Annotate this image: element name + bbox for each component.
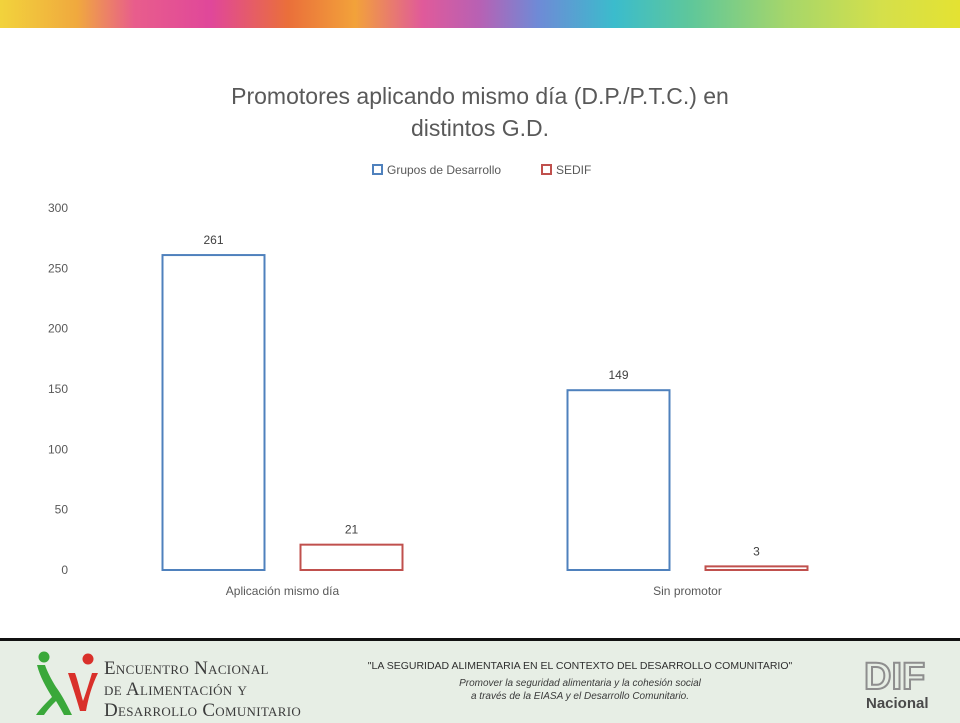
y-tick-label: 100	[48, 442, 68, 456]
y-tick-label: 0	[61, 563, 68, 577]
legend-label-1: Grupos de Desarrollo	[387, 163, 501, 177]
legend-swatch-2	[541, 164, 552, 175]
data-label: 261	[203, 233, 223, 247]
bar-1-2	[566, 389, 671, 571]
y-tick-label: 250	[48, 261, 68, 275]
xv-encuentro-logo	[36, 651, 98, 715]
bar-1-1	[161, 254, 266, 571]
top-rainbow-banner	[0, 0, 960, 28]
y-tick-label: 50	[55, 503, 69, 517]
chart-title-line-2: distintos G.D.	[411, 115, 549, 141]
dif-nacional-logo: DIF Nacional	[863, 655, 929, 711]
x-tick-label: Sin promotor	[653, 584, 722, 598]
legend-swatch-1	[372, 164, 383, 175]
dif-logo-text: DIF	[864, 656, 925, 698]
data-label: 149	[608, 368, 628, 382]
y-tick-label: 300	[48, 201, 68, 215]
y-tick-label: 200	[48, 322, 68, 336]
data-label: 21	[345, 523, 359, 537]
footer-subtitle-line-2: a través de la EIASA y el Desarrollo Com…	[470, 691, 690, 702]
encuentro-line-1: Encuentro Nacional	[104, 658, 269, 679]
footer-quote: "LA SEGURIDAD ALIMENTARIA EN EL CONTEXTO…	[367, 660, 793, 672]
data-label: 3	[753, 544, 760, 558]
footer-subtitle-line-1: Promover la seguridad alimentaria y la c…	[459, 678, 701, 689]
x-tick-label: Aplicación mismo día	[226, 584, 340, 598]
encuentro-line-2: de Alimentación y	[104, 679, 248, 700]
bar-chart: Promotores aplicando mismo día (D.P./P.T…	[48, 83, 809, 598]
footer-banner: Encuentro Nacional de Alimentación y Des…	[0, 638, 960, 723]
encuentro-line-3: Desarrollo Comunitario	[104, 700, 302, 721]
dif-logo-subtext: Nacional	[866, 695, 929, 711]
legend-label-2: SEDIF	[556, 163, 591, 177]
bar-2-2	[704, 565, 809, 572]
y-tick-label: 150	[48, 382, 68, 396]
bar-2-1	[299, 543, 404, 571]
chart-title-line-1: Promotores aplicando mismo día (D.P./P.T…	[231, 83, 729, 109]
